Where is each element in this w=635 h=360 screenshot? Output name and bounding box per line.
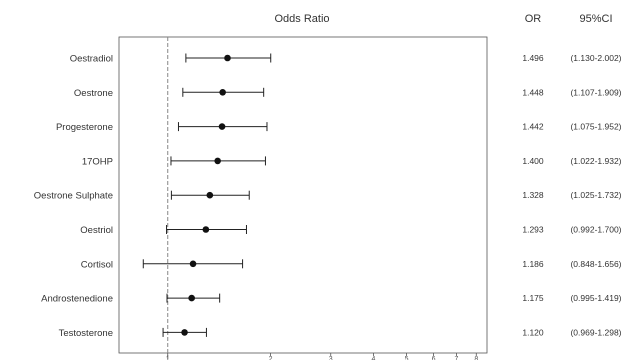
row-label: Oestriol [80, 225, 113, 236]
x-tick-label: 5 [405, 356, 409, 360]
point-estimate [188, 294, 195, 302]
ci-value: (0.992-1.700) [570, 225, 621, 235]
chart-title: Odds Ratio [274, 13, 329, 25]
ci-value: (0.995-1.419) [570, 293, 621, 303]
or-value: 1.442 [522, 122, 544, 132]
point-estimate [189, 260, 197, 268]
or-value: 1.120 [522, 327, 544, 337]
x-tick-label: 2 [269, 356, 273, 360]
ci-value: (1.130-2.002) [570, 53, 621, 63]
ci-value: (1.022-1.932) [570, 156, 621, 166]
x-tick-label: 3 [329, 356, 333, 360]
forest-row: Oestradiol 1.496 (1.130-2.002) [70, 53, 622, 65]
x-tick-label: 1 [166, 356, 170, 360]
row-label: Progesterone [56, 122, 113, 133]
or-value: 1.328 [522, 190, 544, 200]
forest-row: Oestrone 1.448 (1.107-1.909) [74, 87, 622, 99]
point-estimate [181, 329, 188, 336]
point-estimate [224, 54, 231, 62]
ci-value: (0.969-1.298) [570, 327, 621, 337]
x-axis-ticks: 1 2 3 4 5 6 7 8 [166, 353, 478, 360]
row-label: Oestrone [74, 88, 113, 99]
row-label: 17OHP [82, 156, 113, 167]
row-label: Androstenedione [41, 294, 113, 305]
or-value: 1.400 [522, 156, 544, 166]
or-value: 1.175 [522, 293, 544, 303]
or-value: 1.448 [522, 87, 544, 97]
x-tick-label: 4 [371, 356, 375, 360]
forest-row: Oestriol 1.293 (0.992-1.700) [80, 225, 621, 237]
or-value: 1.293 [522, 225, 544, 235]
point-estimate [206, 191, 214, 199]
x-tick-label: 8 [474, 356, 478, 360]
ci-column-header: 95%CI [579, 13, 612, 25]
or-value: 1.496 [522, 53, 544, 63]
row-label: Oestrone Sulphate [34, 191, 113, 202]
forest-row: 17OHP 1.400 (1.022-1.932) [82, 156, 622, 168]
point-estimate [219, 89, 226, 96]
forest-row: Testosterone 1.120 (0.969-1.298) [59, 327, 622, 339]
ci-value: (1.107-1.909) [570, 87, 621, 97]
point-estimate [218, 123, 226, 130]
point-estimate [202, 226, 210, 233]
x-tick-label: 7 [455, 356, 459, 360]
row-label: Testosterone [59, 328, 113, 339]
forest-row: Oestrone Sulphate 1.328 (1.025-1.732) [34, 190, 622, 202]
or-column-header: OR [525, 13, 542, 25]
plot-rows: Oestradiol 1.496 (1.130-2.002) Oestrone 1.44… [34, 53, 622, 339]
plot-frame [118, 36, 488, 354]
forest-row: Androstenedione 1.175 (0.995-1.419) [41, 293, 622, 305]
or-value: 1.186 [522, 259, 544, 269]
ci-value: (1.075-1.952) [570, 122, 621, 132]
forest-row: Progesterone 1.442 (1.075-1.952) [56, 122, 622, 134]
ci-value: (1.025-1.732) [570, 190, 621, 200]
point-estimate [214, 157, 221, 165]
row-label: Cortisol [81, 259, 113, 270]
forest-row: Cortisol 1.186 (0.848-1.656) [81, 259, 622, 271]
row-label: Oestradiol [70, 54, 113, 65]
ci-value: (0.848-1.656) [570, 259, 621, 269]
x-tick-label: 6 [432, 356, 436, 360]
